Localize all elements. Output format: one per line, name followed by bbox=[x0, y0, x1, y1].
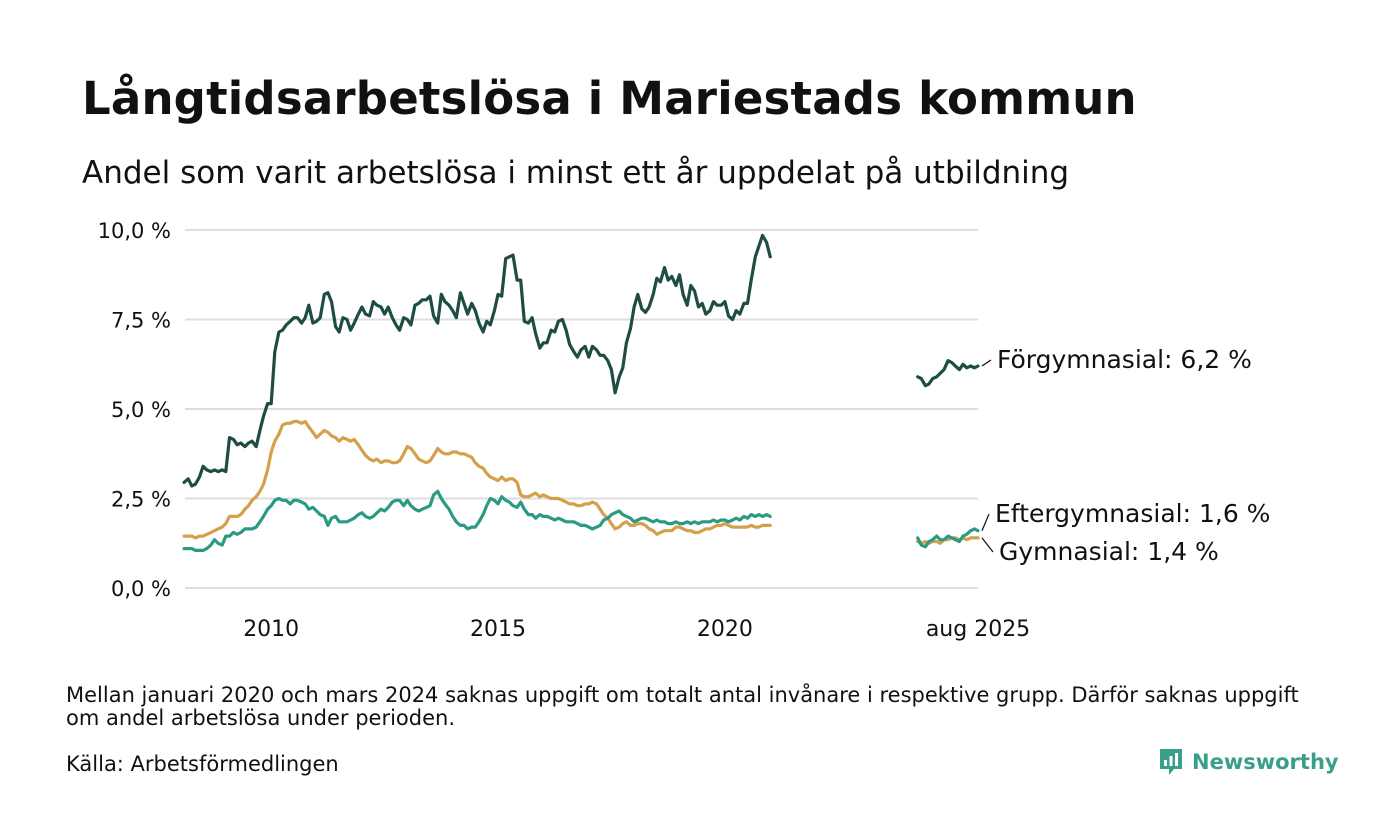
y-tick-label: 2,5 % bbox=[111, 488, 171, 512]
footnote: Mellan januari 2020 och mars 2024 saknas… bbox=[66, 683, 1299, 730]
x-tick-label: aug 2025 bbox=[926, 617, 1030, 642]
y-tick-label: 0,0 % bbox=[111, 577, 171, 601]
series-line-eftergymnasial bbox=[916, 527, 980, 549]
series-label-eftergymnasial: Eftergymnasial: 1,6 % bbox=[995, 499, 1270, 528]
grid-lines bbox=[185, 229, 978, 589]
series-line-gymnasial bbox=[182, 419, 772, 540]
newsworthy-logo-icon bbox=[1160, 749, 1182, 775]
brand-name: Newsworthy bbox=[1192, 750, 1339, 774]
label-leader-line bbox=[981, 513, 990, 531]
source-note: Källa: Arbetsförmedlingen bbox=[66, 752, 339, 776]
chart-title: Långtidsarbetslösa i Mariestads kommun bbox=[82, 72, 1137, 125]
series-line-eftergymnasial bbox=[182, 489, 772, 552]
series-lines bbox=[182, 233, 980, 552]
y-tick-label: 10,0 % bbox=[98, 219, 171, 243]
brand-logo[interactable]: Newsworthy bbox=[1158, 747, 1339, 777]
chart-subtitle: Andel som varit arbetslösa i minst ett å… bbox=[82, 155, 1070, 191]
x-tick-label: 2015 bbox=[470, 617, 526, 642]
x-tick-label: 2010 bbox=[243, 617, 299, 642]
series-end-labels: Förgymnasial: 6,2 % Eftergymnasial: 1,6 %… bbox=[981, 345, 1270, 566]
label-leader-line bbox=[981, 359, 992, 367]
y-tick-label: 7,5 % bbox=[111, 309, 171, 333]
x-tick-label: 2020 bbox=[697, 617, 753, 642]
series-line-förgymnasial bbox=[916, 359, 980, 388]
label-leader-line bbox=[981, 537, 994, 553]
x-axis-tick-labels: 2010 2015 2020 aug 2025 bbox=[243, 617, 1030, 642]
y-tick-label: 5,0 % bbox=[111, 398, 171, 422]
y-axis-tick-labels: 10,0 % 7,5 % 5,0 % 2,5 % 0,0 % bbox=[98, 219, 171, 601]
series-label-gymnasial: Gymnasial: 1,4 % bbox=[999, 537, 1219, 566]
series-label-förgymnasial: Förgymnasial: 6,2 % bbox=[997, 345, 1252, 374]
series-line-förgymnasial bbox=[182, 233, 772, 488]
